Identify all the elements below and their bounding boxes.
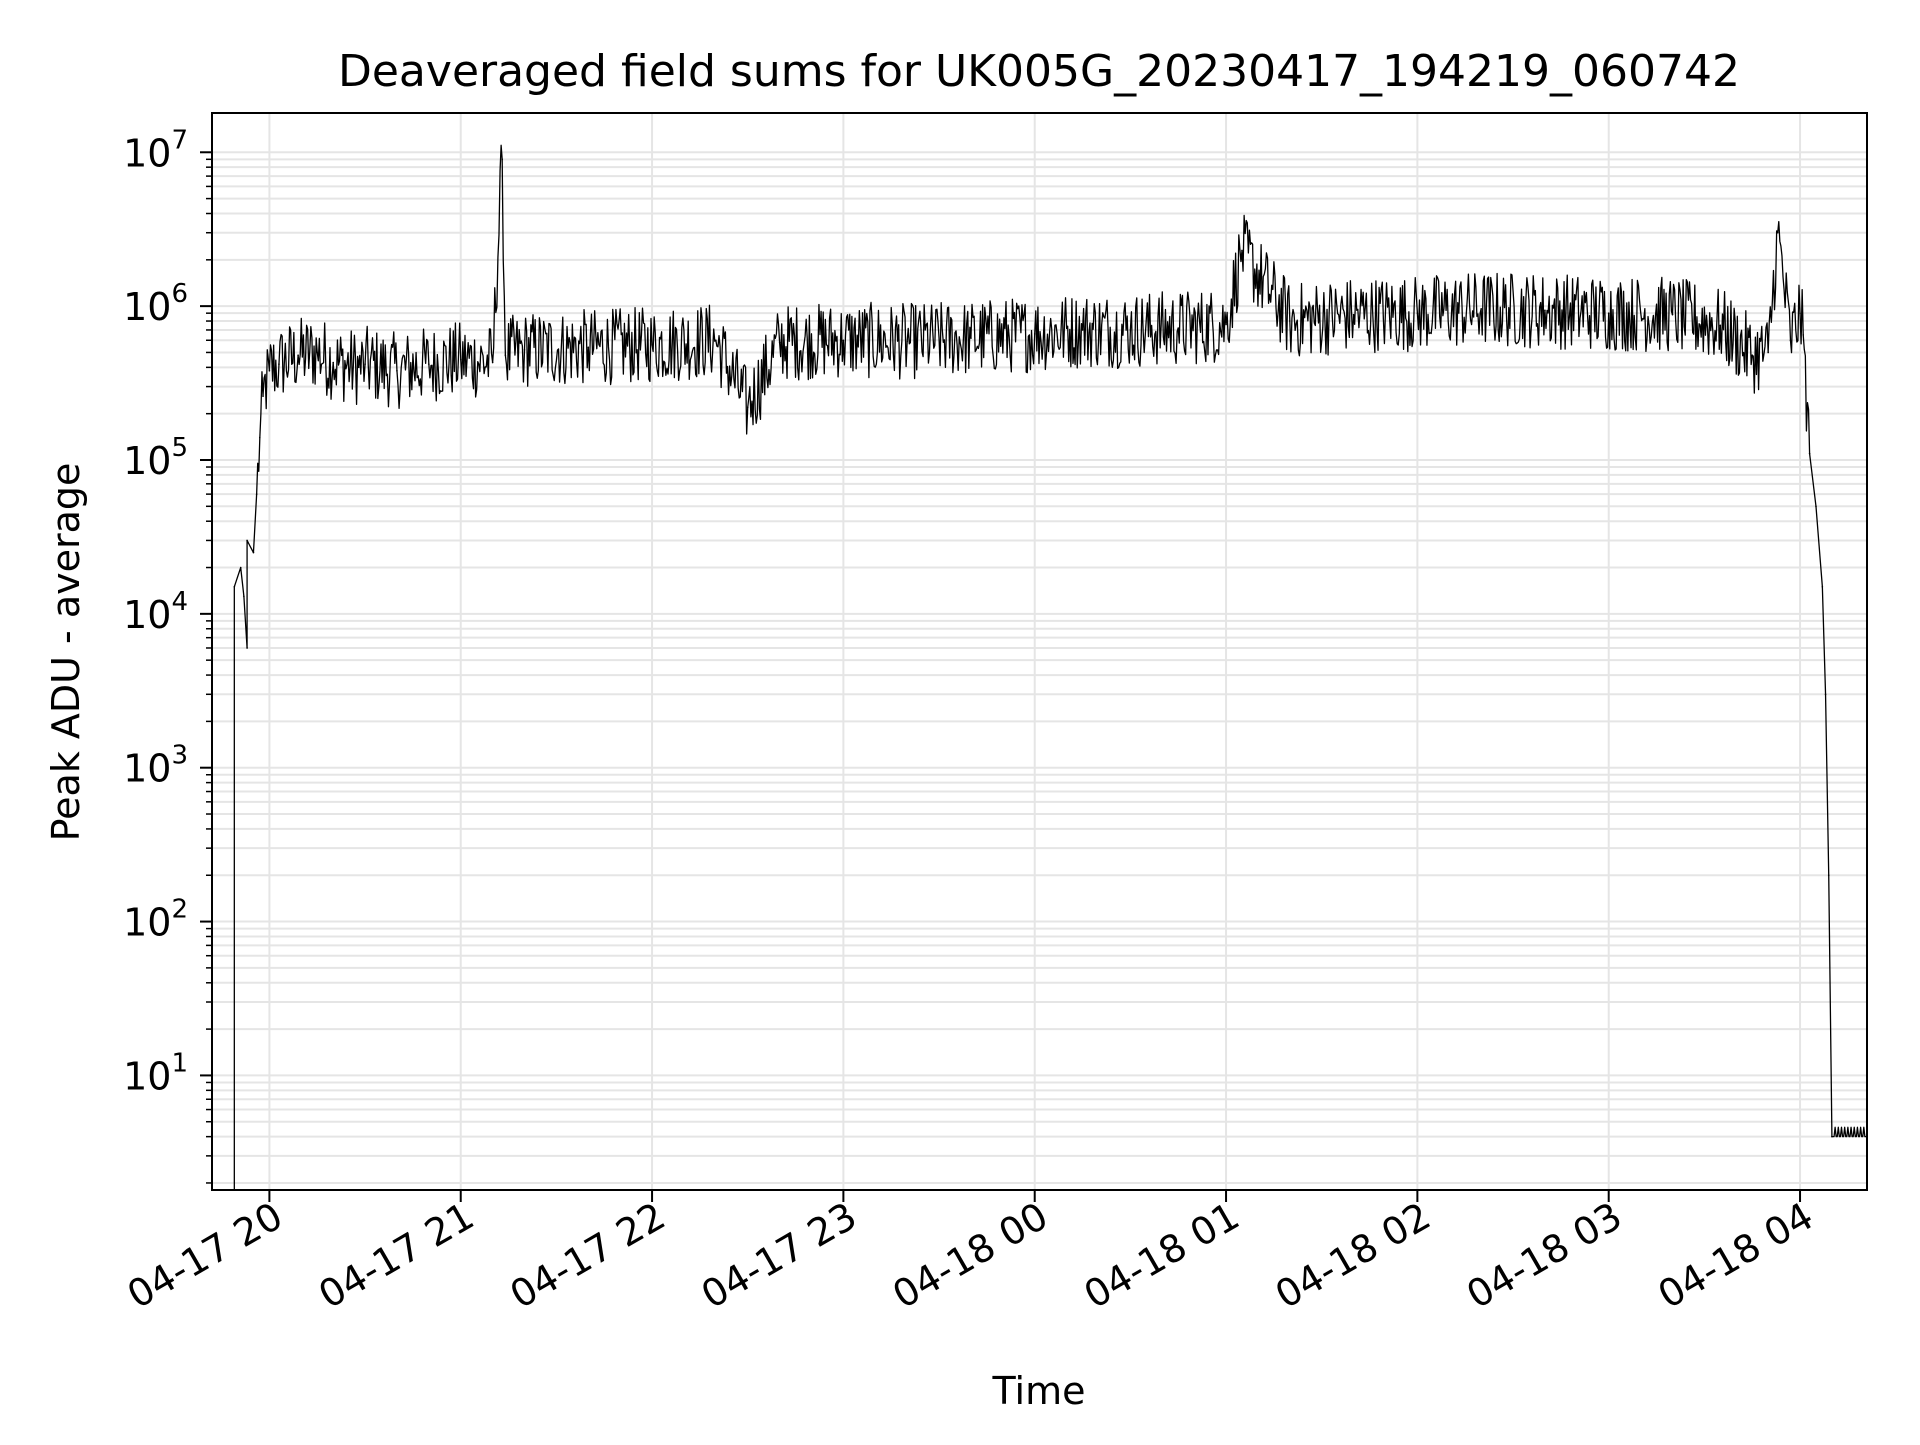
data-point: [316, 351, 319, 354]
y-tick-label: 102: [123, 895, 188, 945]
y-tick-exponent: 5: [171, 433, 188, 463]
data-point: [246, 647, 248, 649]
data-point: [1671, 313, 1674, 316]
data-point: [1719, 324, 1722, 327]
data-point: [651, 344, 653, 346]
data-point: [501, 158, 503, 161]
data-point: [1767, 351, 1769, 354]
data-point: [1808, 452, 1811, 455]
data-point: [523, 349, 526, 351]
data-point: [1776, 231, 1779, 234]
data-point: [1241, 249, 1243, 252]
data-point: [746, 406, 749, 409]
y-tick-exponent: 2: [171, 895, 188, 925]
data-point: [842, 339, 845, 342]
data-point: [1827, 874, 1830, 877]
data-point: [459, 358, 462, 361]
data-point: [504, 354, 507, 356]
data-point: [1480, 308, 1482, 310]
data-point: [1751, 354, 1754, 356]
grid-layer: [212, 113, 1867, 1190]
y-tick-exponent: 6: [171, 279, 188, 309]
data-point: [364, 363, 366, 365]
y-tick-exponent: 4: [171, 587, 188, 617]
data-point: [278, 363, 280, 365]
data-point: [246, 539, 248, 542]
y-tick-exponent: 3: [171, 741, 188, 771]
data-point: [297, 354, 299, 356]
data-point: [233, 585, 236, 588]
data-point: [259, 436, 261, 439]
data-point: [1033, 333, 1036, 335]
data-point: [1225, 323, 1227, 326]
data-point: [332, 361, 334, 364]
data-point: [1789, 339, 1792, 342]
y-tick-exponent: 7: [171, 125, 188, 155]
data-point: [715, 339, 717, 342]
data-point: [1289, 320, 1291, 322]
data-point: [1815, 505, 1817, 508]
data-point: [1607, 312, 1610, 314]
data-point: [357, 366, 360, 369]
x-axis-label: Time: [992, 1369, 1086, 1413]
data-point: [1544, 309, 1546, 312]
series-line: [233, 144, 1867, 1190]
data-point: [1831, 1135, 1833, 1138]
data-point: [491, 361, 494, 364]
chart-title: Deaveraged field sums for UK005G_2023041…: [338, 46, 1740, 97]
data-point: [1799, 312, 1801, 314]
data-point: [255, 493, 258, 495]
data-point: [1802, 334, 1805, 336]
data-point: [1081, 329, 1084, 331]
data-point: [428, 363, 430, 365]
y-axis-label: Peak ADU - average: [44, 463, 88, 842]
data-point: [906, 340, 908, 343]
data-point: [1824, 693, 1827, 696]
data-point: [1352, 313, 1355, 316]
plot-frame: [211, 112, 1868, 1191]
data-point: [587, 346, 590, 349]
data-point: [1416, 312, 1419, 314]
data-point: [1129, 329, 1132, 331]
data-point: [396, 369, 398, 372]
data-point: [1821, 585, 1824, 588]
data-point: [778, 341, 781, 344]
data-point: [970, 337, 972, 339]
data-point: [1177, 327, 1180, 329]
y-tick-exponent: 1: [171, 1048, 188, 1078]
data-point: [252, 551, 255, 554]
data-point: [243, 595, 245, 598]
data-point: [268, 369, 271, 372]
data-point: [262, 395, 264, 397]
data-point: [239, 566, 242, 569]
